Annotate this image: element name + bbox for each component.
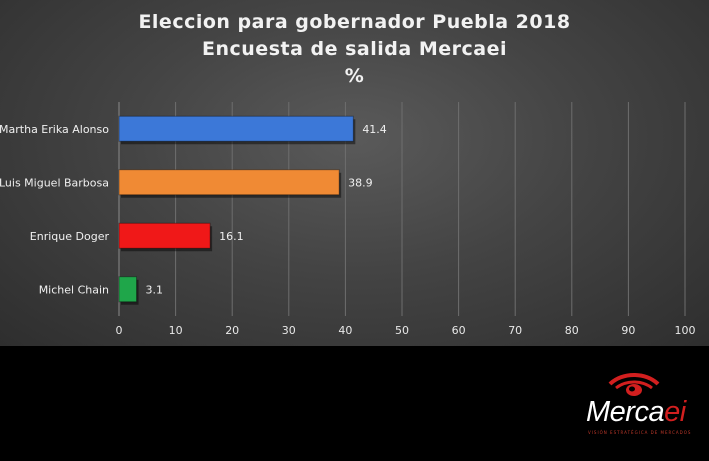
chart-panel: Eleccion para gobernador Puebla 2018 Enc… (0, 0, 709, 346)
logo-wordmark: Mercaei (586, 396, 686, 429)
logo-eye-icon (608, 373, 660, 396)
data-label: 38.9 (348, 176, 373, 189)
x-tick-label: 30 (282, 324, 296, 337)
x-tick-label: 50 (395, 324, 409, 337)
bar (118, 115, 354, 142)
category-label: Luis Miguel Barbosa (0, 176, 109, 189)
bar (118, 222, 211, 249)
x-tick-label: 40 (338, 324, 352, 337)
x-tick-label: 80 (565, 324, 579, 337)
x-tick-label: 100 (675, 324, 696, 337)
category-label: Enrique Doger (30, 230, 110, 243)
data-label: 3.1 (146, 283, 164, 296)
x-tick-label: 70 (508, 324, 522, 337)
category-label: Martha Erika Alonso (0, 123, 109, 136)
chart-title-line-3: % (344, 65, 365, 87)
data-label: 41.4 (362, 123, 387, 136)
x-tick-label: 60 (452, 324, 466, 337)
data-label: 16.1 (219, 230, 244, 243)
bar-chart: 0 10 20 30 40 50 60 70 80 90 100 Martha Erika Alons… (0, 102, 696, 337)
logo-tagline: VISIÓN ESTRATÉGICA DE MERCADOS (588, 430, 692, 435)
mercaei-logo: Mercaei VISIÓN ESTRATÉGICA DE MERCADOS (580, 372, 690, 442)
x-tick-label: 0 (116, 324, 123, 337)
chart-title-line-2: Encuesta de salida Mercaei (202, 38, 507, 60)
logo-accent: ei (664, 396, 686, 428)
bar (118, 169, 340, 196)
logo-main: Merca (586, 396, 665, 428)
bar (118, 276, 138, 303)
x-tick-label: 90 (621, 324, 635, 337)
category-label: Michel Chain (39, 283, 109, 296)
x-tick-label: 20 (225, 324, 239, 337)
x-tick-label: 10 (169, 324, 183, 337)
chart-title-line-1: Eleccion para gobernador Puebla 2018 (138, 11, 571, 33)
